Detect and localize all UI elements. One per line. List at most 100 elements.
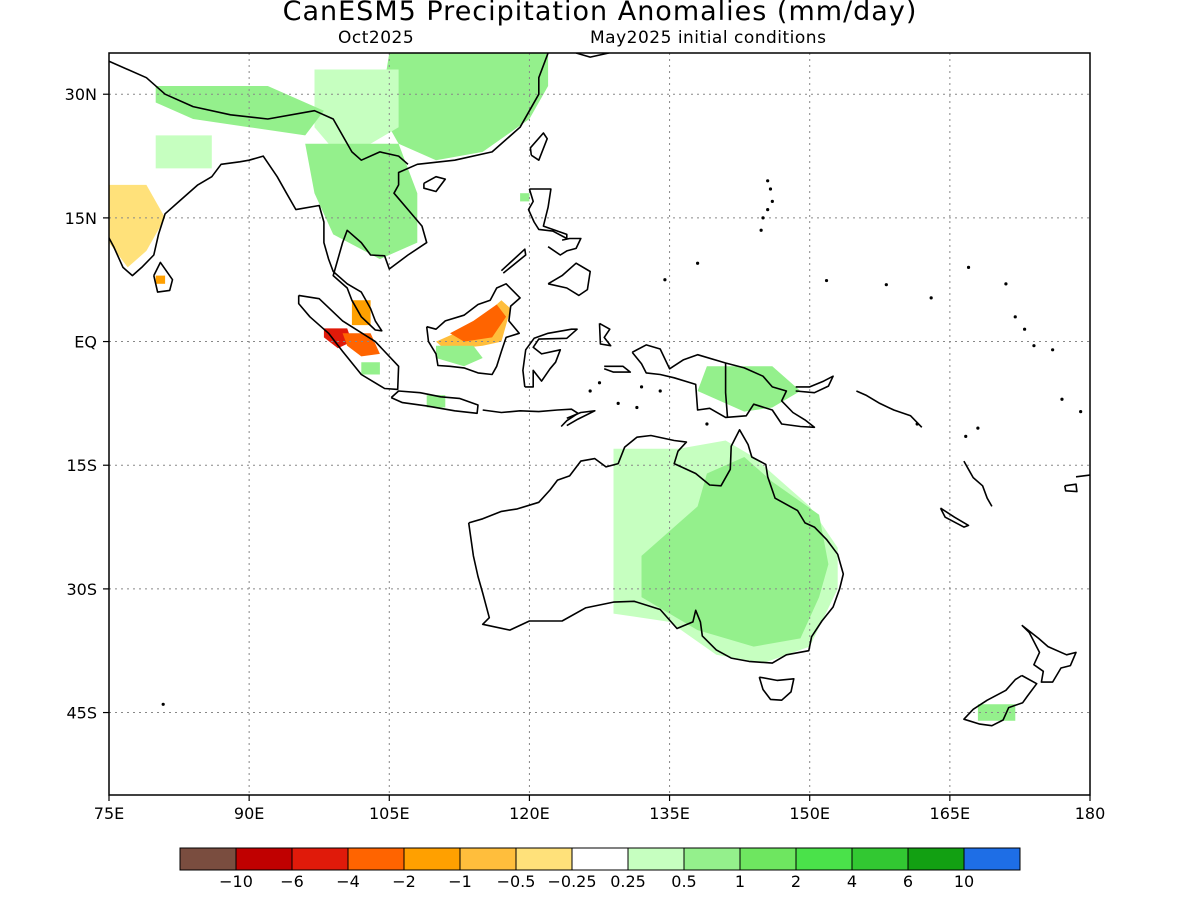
coast-sumatra [297, 294, 400, 391]
colorbar-swatch [571, 847, 629, 871]
coast-png-border [724, 363, 729, 418]
coast-timor [566, 409, 596, 427]
anomaly-sumatra-dry [342, 333, 380, 357]
colorbar-label: 1 [735, 872, 745, 891]
anomaly-java-wet [426, 395, 446, 408]
lon-tick-label: 120E [509, 804, 550, 823]
anomaly-north-india-light [155, 135, 212, 169]
colorbar-swatch [515, 847, 573, 871]
lon-tick-label: 105E [369, 804, 410, 823]
coast-new-caledonia [939, 507, 970, 528]
lat-tick-label: 45S [66, 704, 97, 723]
coast-new-britain [795, 375, 834, 394]
anomaly-borneo-south-wet [436, 345, 483, 367]
island-dot [929, 296, 933, 300]
colorbar-swatch [963, 847, 1021, 871]
colorbar-swatch [851, 847, 909, 871]
anomaly-west-india-dry [109, 184, 166, 268]
colorbar-label: 10 [954, 872, 974, 891]
coast-mindanao [547, 262, 592, 297]
coast-sri-lanka [153, 261, 174, 293]
island-dot [759, 228, 763, 232]
colorbar-swatch [683, 847, 741, 871]
island-dot [1060, 397, 1064, 401]
anomaly-nz-wet [977, 704, 1016, 721]
island-dot [616, 401, 620, 405]
colorbar-swatch [179, 847, 237, 871]
island-dot [1079, 410, 1083, 414]
island-dot [1004, 282, 1008, 286]
island-dot [770, 199, 774, 203]
coast-solomons [856, 390, 923, 428]
island-dot [761, 216, 765, 220]
coast-sulawesi [522, 328, 578, 388]
chart-title: CanESM5 Precipitation Anomalies (mm/day) [282, 0, 918, 27]
lon-tick-label: 180 [1075, 804, 1106, 823]
anomaly-indochina-wet [305, 143, 418, 260]
colorbar-swatch [291, 847, 349, 871]
colorbar-label: 0.5 [671, 872, 696, 891]
plot-frame [108, 52, 1091, 796]
island-dot [1013, 315, 1017, 319]
forecast-month: Oct2025 [338, 28, 415, 48]
anomaly-australia-wet [641, 457, 829, 647]
island-dot [639, 385, 644, 389]
lat-tick-label: 15S [66, 456, 97, 475]
colorbar-swatch [235, 847, 293, 871]
island-dot [976, 426, 980, 430]
coast-hainan [423, 175, 447, 193]
coast-lesser-sunda [482, 408, 579, 428]
coast-palawan [500, 248, 527, 274]
anomaly-south-china-light [314, 69, 399, 161]
island-dot [663, 278, 667, 282]
lat-tick-label: EQ [74, 333, 97, 352]
coast-visayas [547, 237, 582, 256]
colorbar-swatch [459, 847, 517, 871]
lon-tick-label: 75E [94, 804, 124, 823]
coast-india-north-border [109, 60, 409, 165]
coast-new-guinea [631, 344, 816, 429]
island-dot [768, 187, 773, 191]
coastline-layer [109, 53, 1090, 727]
colorbar-label: 2 [791, 872, 801, 891]
island-dot [658, 389, 662, 393]
colorbar-label: −10 [219, 872, 253, 891]
lon-tick-label: 150E [789, 804, 830, 823]
coast-borneo [425, 282, 521, 376]
island-dot [966, 265, 971, 269]
island-dot [824, 278, 829, 283]
coast-nz-south [963, 674, 1038, 727]
island-dot [766, 208, 770, 212]
coast-luzon [527, 188, 568, 240]
island-dot [705, 422, 709, 426]
island-dot [1051, 348, 1055, 352]
island-dot [1023, 327, 1027, 331]
lon-tick-label: 165E [930, 804, 971, 823]
anomaly-new-guinea-wet [697, 366, 801, 412]
anomaly-south-china-wet [379, 53, 549, 161]
coast-fiji [1064, 483, 1078, 493]
coast-korea [575, 53, 611, 58]
colorbar-label: 0.25 [610, 872, 646, 891]
lat-tick-label: 30N [65, 85, 97, 104]
coast-java [390, 390, 479, 415]
colorbar-label: 6 [903, 872, 913, 891]
colorbar-label: −4 [336, 872, 360, 891]
anomaly-himalaya-wet [155, 86, 324, 136]
island-dot [884, 283, 888, 287]
grid-layer [109, 53, 1090, 795]
coast-vanuatu [963, 460, 993, 507]
coast-tasmania [758, 676, 795, 702]
island-dot [161, 702, 165, 706]
colorbar-label: −1 [448, 872, 472, 891]
coast-seram [603, 365, 632, 373]
lon-tick-label: 135E [649, 804, 690, 823]
island-dot [766, 179, 770, 183]
anomaly-malaya-dry [351, 300, 371, 326]
island-dot [597, 381, 602, 385]
colorbar-label: −6 [280, 872, 304, 891]
colorbar-label: −2 [392, 872, 416, 891]
coast-nz-north [1021, 624, 1077, 683]
island-dot [1032, 344, 1036, 348]
coast-taiwan [529, 132, 549, 161]
